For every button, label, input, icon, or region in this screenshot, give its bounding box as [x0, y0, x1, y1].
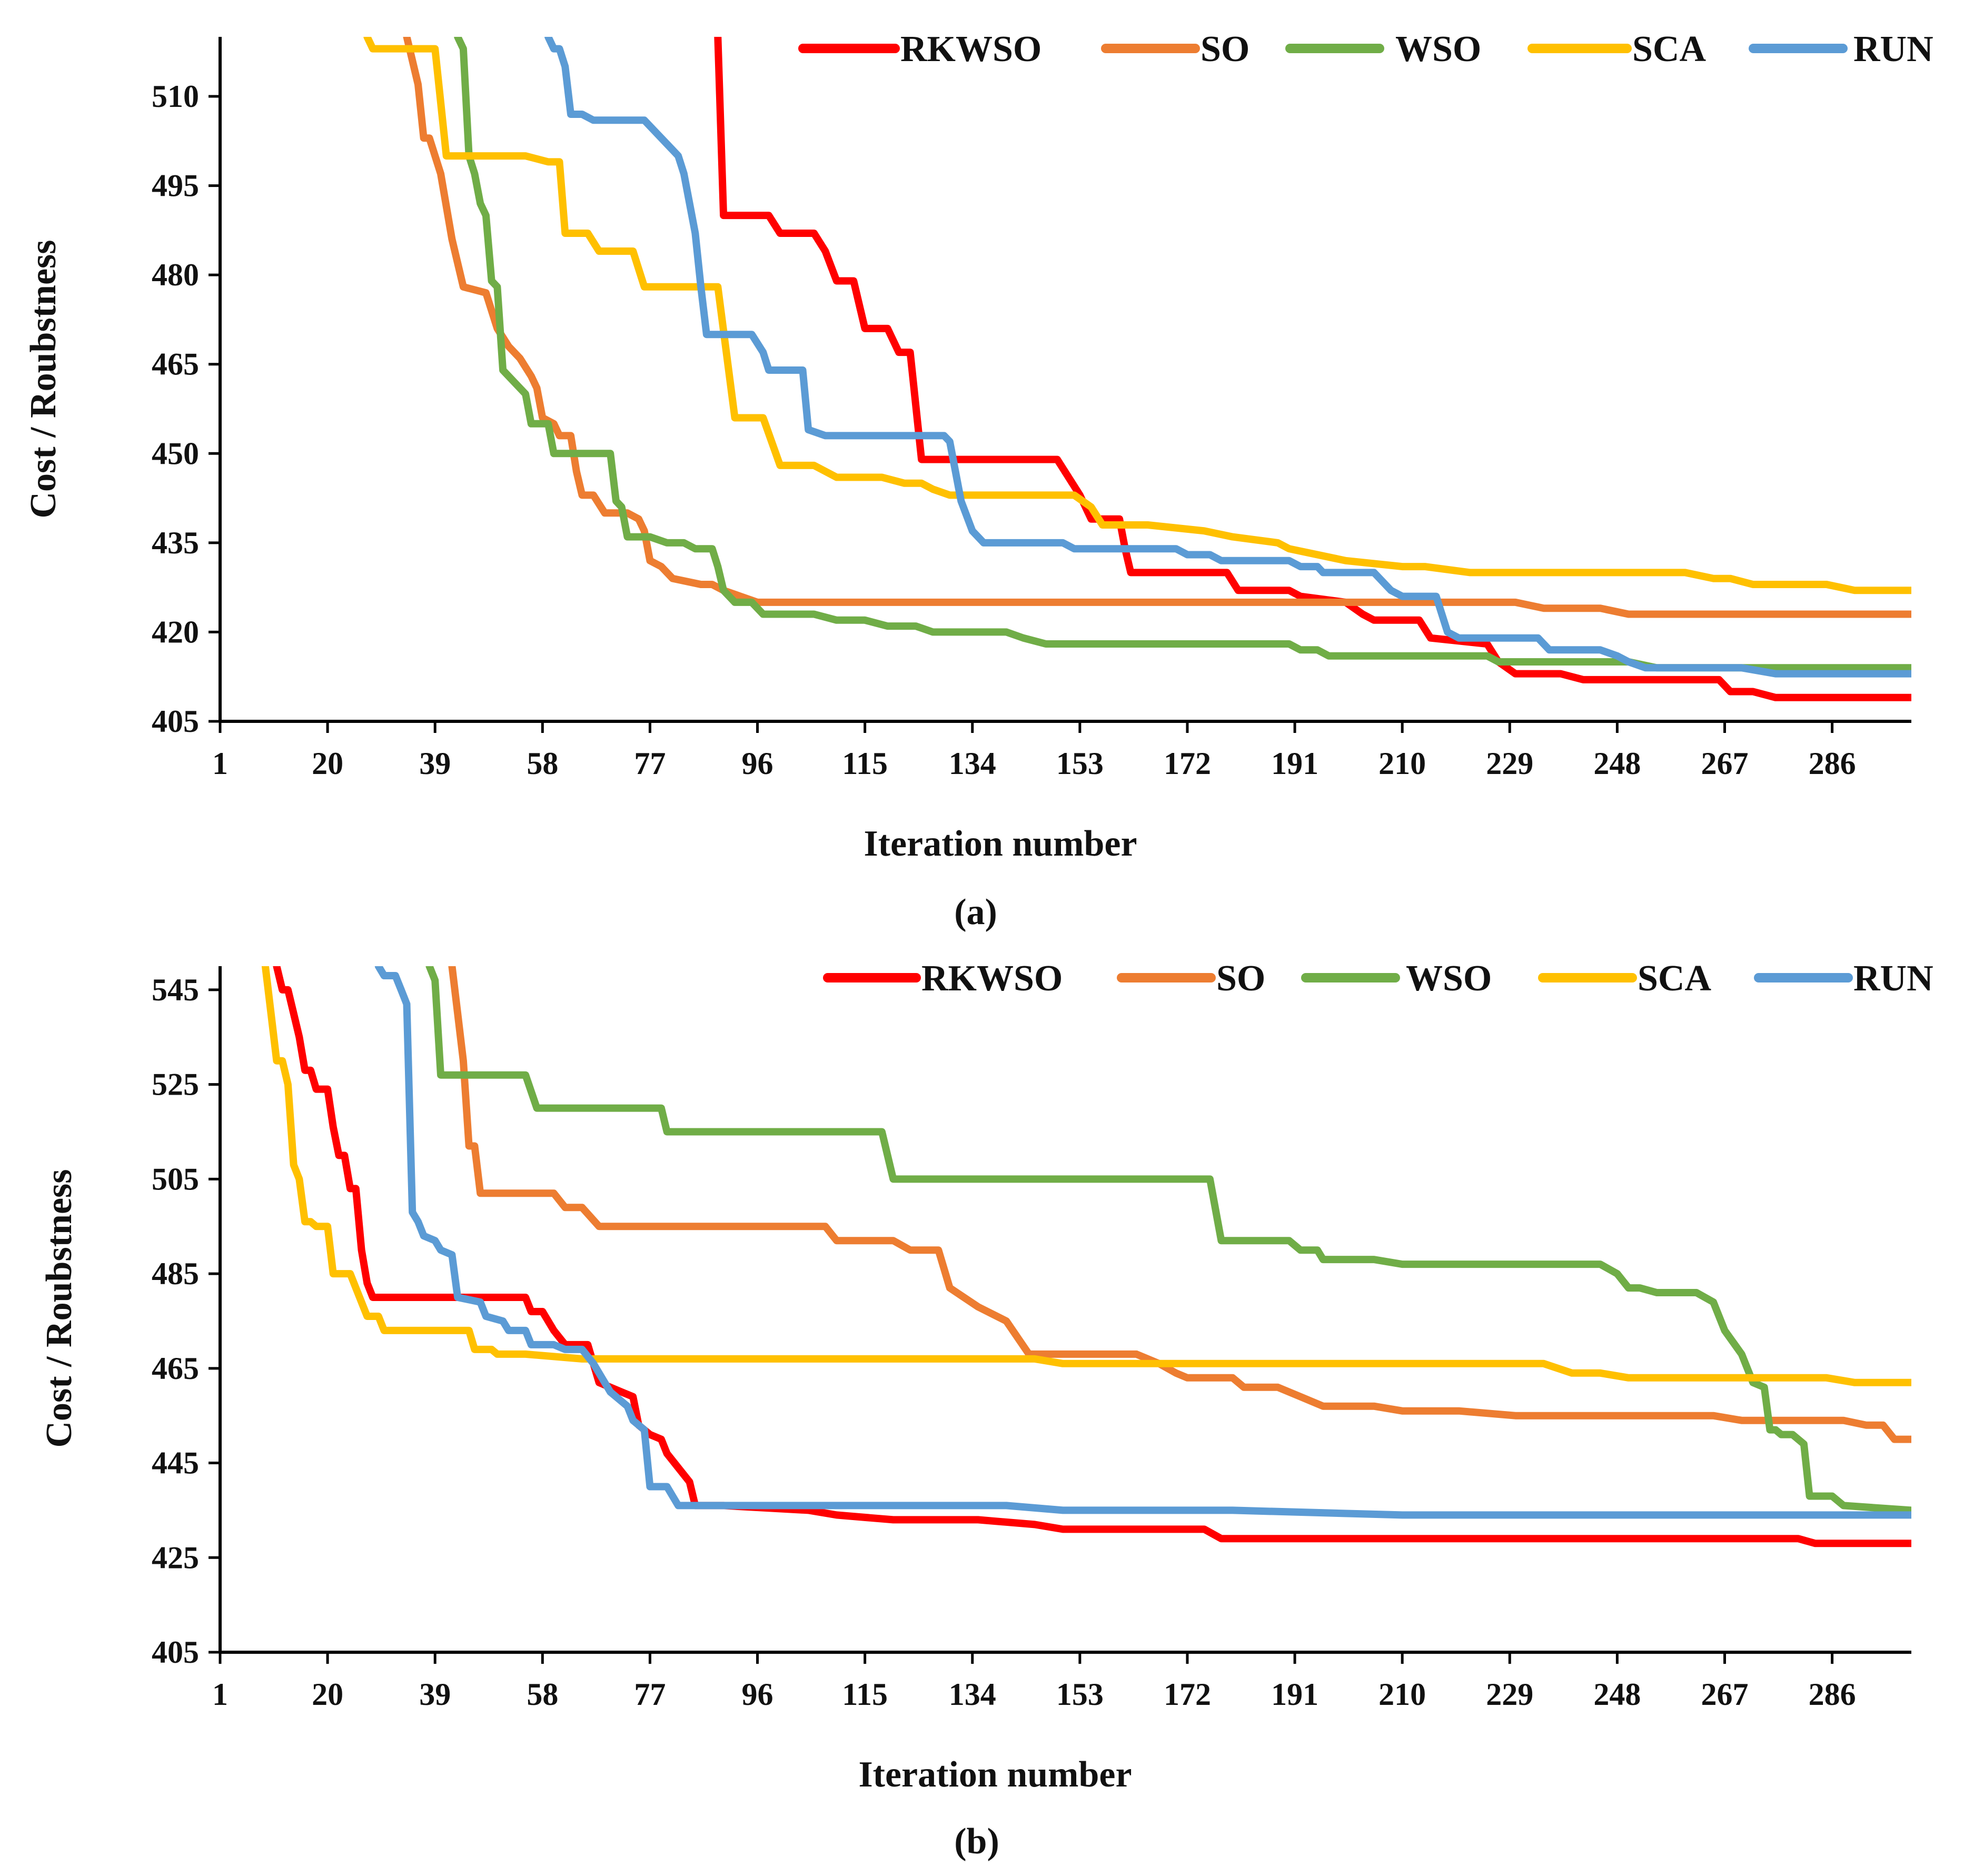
- series-line-sca: [363, 37, 1911, 594]
- chart-a-x-tick-label: 96: [742, 746, 773, 781]
- chart-b-y-tick-label: 545: [152, 972, 199, 1007]
- chart-b-x-tick-label: 229: [1486, 1677, 1533, 1712]
- chart-b-legend: RKWSO SO WSO SCA RUN: [823, 958, 1933, 999]
- chart-a-x-tick-label: 210: [1378, 746, 1426, 781]
- legend-label-rkwso: RKWSO: [921, 958, 1063, 999]
- chart-b-y-tick-label: 525: [152, 1067, 199, 1102]
- chart-b-y-tick-label: 465: [152, 1351, 199, 1386]
- chart-b-y-tick-label: 445: [152, 1446, 199, 1481]
- series-line-so: [448, 966, 1911, 1443]
- chart-a-y-tick-label: 450: [152, 436, 199, 471]
- chart-a-xlabel: Iteration number: [864, 823, 1137, 864]
- chart-b-x-tick-label: 20: [312, 1677, 343, 1712]
- legend-label-so: SO: [1201, 29, 1249, 70]
- chart-a: 1 20 39 58 77 96 115 134 153 172 191 210 229 248 267 28…: [23, 29, 1933, 932]
- chart-b-x-tick-label: 115: [842, 1677, 888, 1712]
- chart-a-x-tick-label: 1: [212, 746, 228, 781]
- chart-a-legend: RKWSO SO WSO SCA RUN: [798, 29, 1933, 70]
- chart-a-y-tick-label: 510: [152, 79, 199, 114]
- legend-label-sca: SCA: [1632, 29, 1706, 70]
- chart-a-x-tick-label: 20: [312, 746, 343, 781]
- chart-b-y-ticks: 405 425 445 465 485 505 525 545: [152, 972, 220, 1670]
- legend-label-run: RUN: [1853, 29, 1933, 70]
- legend-label-wso: WSO: [1406, 958, 1492, 999]
- series-line-run: [544, 37, 1911, 678]
- chart-b-y-tick-label: 425: [152, 1540, 199, 1575]
- series-line-so: [403, 37, 1911, 618]
- chart-b-x-tick-label: 1: [212, 1677, 228, 1712]
- chart-a-y-tick-label: 420: [152, 614, 199, 649]
- chart-b-y-tick-label: 505: [152, 1162, 199, 1196]
- chart-a-x-tick-label: 191: [1271, 746, 1318, 781]
- series-line-wso: [454, 37, 1911, 672]
- chart-b-caption: (b): [954, 1821, 999, 1862]
- chart-b-x-tick-label: 248: [1593, 1677, 1641, 1712]
- chart-a-x-tick-label: 172: [1164, 746, 1211, 781]
- chart-a-y-tick-label: 405: [152, 704, 199, 739]
- chart-b-x-tick-label: 134: [949, 1677, 996, 1712]
- chart-b-x-tick-label: 172: [1164, 1677, 1211, 1712]
- chart-a-caption: (a): [954, 892, 997, 932]
- chart-b-x-tick-label: 210: [1378, 1677, 1426, 1712]
- chart-a-y-tick-label: 465: [152, 347, 199, 382]
- chart-a-y-tick-label: 435: [152, 525, 199, 560]
- chart-a-x-tick-label: 39: [419, 746, 451, 781]
- chart-a-x-tick-label: 153: [1056, 746, 1104, 781]
- series-line-wso: [425, 966, 1911, 1514]
- chart-b-x-tick-label: 286: [1809, 1677, 1856, 1712]
- chart-b-x-ticks: 1 20 39 58 77 96 115 134 153 172 191 210 229 248 267 28…: [212, 1652, 1856, 1712]
- chart-b-ylabel: Cost / Roubstness: [39, 1169, 80, 1448]
- chart-b-x-tick-label: 77: [634, 1677, 666, 1712]
- legend-label-sca: SCA: [1638, 958, 1711, 999]
- chart-b-xlabel: Iteration number: [858, 1754, 1132, 1795]
- legend-label-so: SO: [1216, 958, 1265, 999]
- chart-a-y-tick-label: 495: [152, 168, 199, 203]
- chart-b: 1 20 39 58 77 96 115 134 153 172 191 210 229 248 267 28…: [39, 958, 1933, 1862]
- series-line-rkwso: [273, 966, 1911, 1547]
- series-line-sca: [261, 966, 1911, 1386]
- chart-a-y-ticks: 405 420 435 450 465 480 495 510: [152, 79, 220, 739]
- chart-a-x-tick-label: 248: [1593, 746, 1641, 781]
- chart-a-x-ticks: 1 20 39 58 77 96 115 134 153 172 191 210 229 248 267 28…: [212, 721, 1856, 781]
- chart-a-x-tick-label: 267: [1701, 746, 1748, 781]
- chart-b-y-tick-label: 485: [152, 1256, 199, 1291]
- chart-b-y-tick-label: 405: [152, 1635, 199, 1670]
- legend-label-wso: WSO: [1395, 29, 1481, 70]
- chart-a-y-tick-label: 480: [152, 257, 199, 292]
- chart-b-x-tick-label: 58: [527, 1677, 558, 1712]
- chart-a-ylabel: Cost / Roubstness: [23, 240, 64, 519]
- chart-b-x-tick-label: 39: [419, 1677, 451, 1712]
- chart-a-x-tick-label: 77: [634, 746, 666, 781]
- series-line-run: [374, 966, 1911, 1519]
- legend-label-rkwso: RKWSO: [900, 29, 1041, 70]
- chart-b-x-tick-label: 267: [1701, 1677, 1748, 1712]
- chart-b-x-tick-label: 96: [742, 1677, 773, 1712]
- chart-b-x-tick-label: 153: [1056, 1677, 1104, 1712]
- chart-a-x-tick-label: 58: [527, 746, 558, 781]
- series-line-rkwso: [714, 37, 1911, 701]
- chart-a-x-tick-label: 115: [842, 746, 888, 781]
- chart-b-x-tick-label: 191: [1271, 1677, 1318, 1712]
- chart-a-x-tick-label: 286: [1809, 746, 1856, 781]
- chart-b-series: [261, 966, 1911, 1547]
- chart-a-x-tick-label: 134: [949, 746, 996, 781]
- legend-label-run: RUN: [1853, 958, 1933, 999]
- chart-a-x-tick-label: 229: [1486, 746, 1533, 781]
- chart-a-series: [363, 37, 1911, 701]
